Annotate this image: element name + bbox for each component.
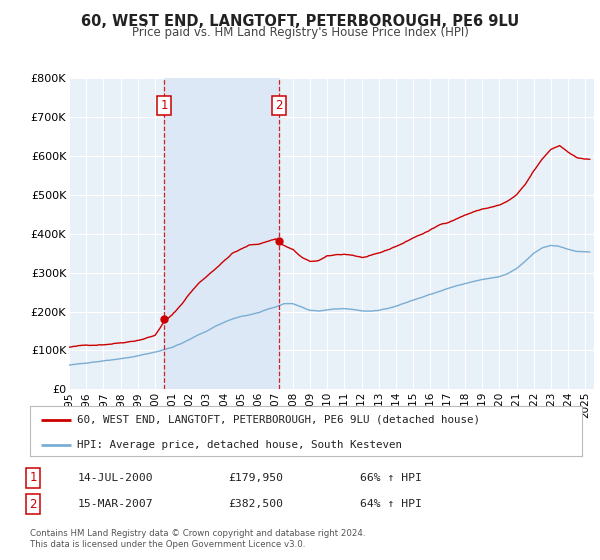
Text: HPI: Average price, detached house, South Kesteven: HPI: Average price, detached house, Sout… [77, 440, 402, 450]
Bar [164, 78, 279, 389]
Text: 14-JUL-2000: 14-JUL-2000 [78, 473, 154, 483]
Text: Contains HM Land Registry data © Crown copyright and database right 2024.
This d: Contains HM Land Registry data © Crown c… [30, 529, 365, 549]
Text: Price paid vs. HM Land Registry's House Price Index (HPI): Price paid vs. HM Land Registry's House … [131, 26, 469, 39]
Text: 1: 1 [161, 99, 168, 112]
Text: 64% ↑ HPI: 64% ↑ HPI [360, 499, 422, 509]
Text: 1: 1 [29, 471, 37, 484]
Text: 15-MAR-2007: 15-MAR-2007 [78, 499, 154, 509]
Text: 2: 2 [275, 99, 283, 112]
Text: 2: 2 [29, 497, 37, 511]
Text: 60, WEST END, LANGTOFT, PETERBOROUGH, PE6 9LU: 60, WEST END, LANGTOFT, PETERBOROUGH, PE… [81, 14, 519, 29]
Text: £382,500: £382,500 [228, 499, 283, 509]
Text: 60, WEST END, LANGTOFT, PETERBOROUGH, PE6 9LU (detached house): 60, WEST END, LANGTOFT, PETERBOROUGH, PE… [77, 414, 480, 424]
Text: 66% ↑ HPI: 66% ↑ HPI [360, 473, 422, 483]
Text: £179,950: £179,950 [228, 473, 283, 483]
